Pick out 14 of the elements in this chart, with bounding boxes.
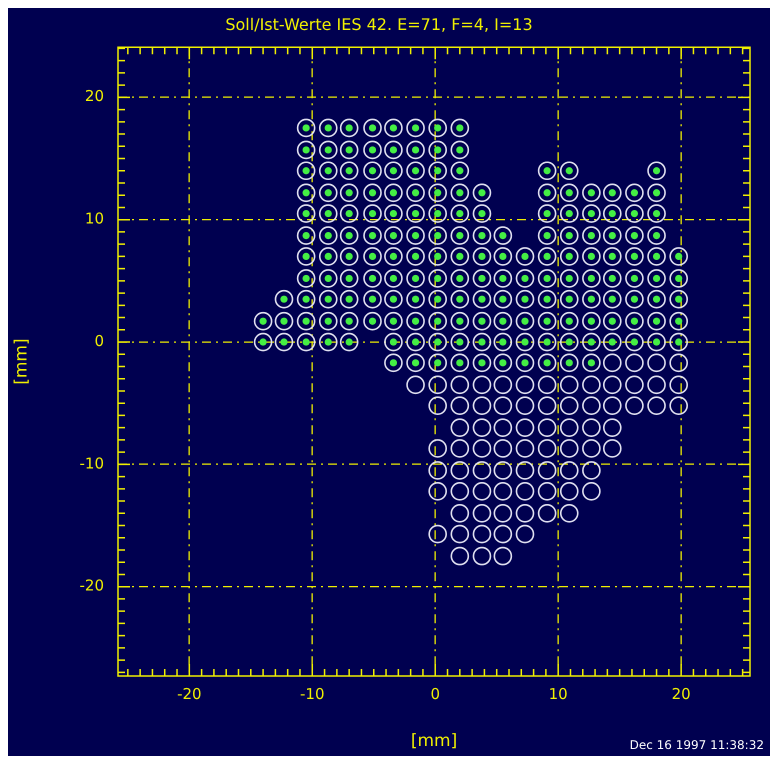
text: Dec 16 1997 11:38:32 [630,738,764,752]
x-tick-label: -20 [177,684,202,703]
y-tick-label: -10 [80,454,104,472]
y-tick-label: 10 [84,210,104,228]
x-axis-title: [mm] [410,731,458,752]
y-tick-label: -20 [80,576,104,595]
chart-title: Soll/Ist-Werte IES 42. E=71, F=4, I=13 [225,14,533,34]
y-tick-label: 20 [84,87,104,106]
y-tick-label: 0 [94,332,104,350]
x-tick-label: 10 [548,684,568,703]
y-axis-title: [mm] [12,338,32,385]
x-tick-label: -10 [300,684,325,703]
x-tick-label: 0 [430,684,440,703]
x-tick-label: 20 [672,684,691,703]
